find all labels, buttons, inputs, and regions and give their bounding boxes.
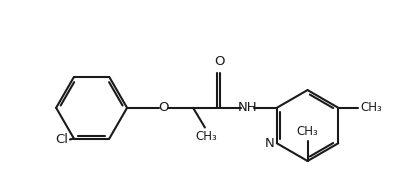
Text: N: N [265, 137, 275, 150]
Text: O: O [215, 55, 225, 68]
Text: O: O [158, 101, 169, 114]
Text: CH₃: CH₃ [297, 125, 318, 138]
Text: Cl: Cl [55, 133, 68, 146]
Text: CH₃: CH₃ [195, 130, 217, 143]
Text: CH₃: CH₃ [360, 101, 382, 114]
Text: NH: NH [238, 101, 257, 114]
